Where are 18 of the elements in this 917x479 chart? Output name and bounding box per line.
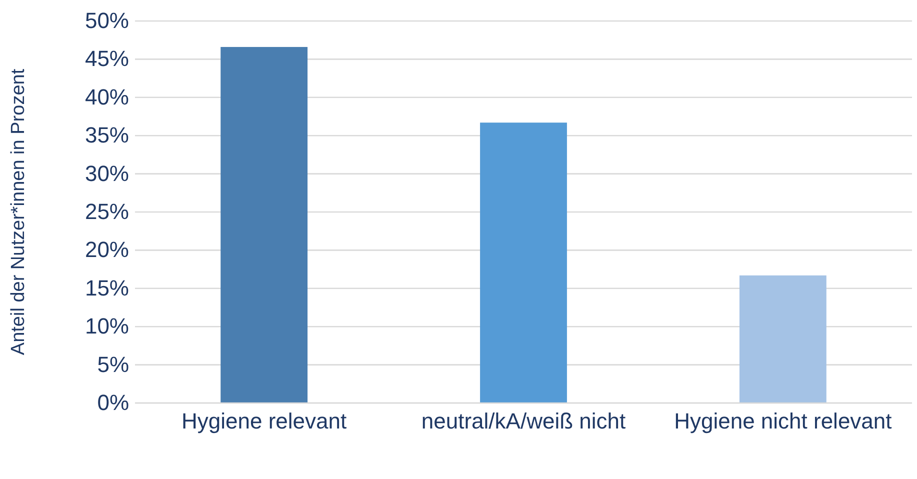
y-axis-title: Anteil der Nutzer*innen in Prozent [8, 68, 29, 356]
y-tick-label: 20% [84, 237, 129, 262]
bar [480, 122, 567, 403]
y-tick-label: 10% [84, 314, 129, 339]
bar [739, 275, 826, 403]
y-tick-label: 45% [84, 46, 129, 72]
x-tick-label: neutral/kA/weiß nicht [421, 408, 626, 434]
x-tick-label: Hygiene nicht relevant [674, 408, 892, 434]
y-tick-label: 40% [84, 84, 129, 110]
y-tick-label: 25% [84, 199, 129, 224]
y-tick-label: 35% [84, 122, 129, 148]
y-tick-label: 30% [84, 160, 129, 186]
y-tick-label: 50% [84, 8, 129, 34]
x-tick-label: Hygiene relevant [182, 408, 347, 434]
bar [220, 46, 308, 403]
y-tick-label: 0% [97, 390, 129, 416]
y-tick-label: 5% [97, 352, 129, 377]
y-tick-label: 15% [84, 275, 129, 300]
